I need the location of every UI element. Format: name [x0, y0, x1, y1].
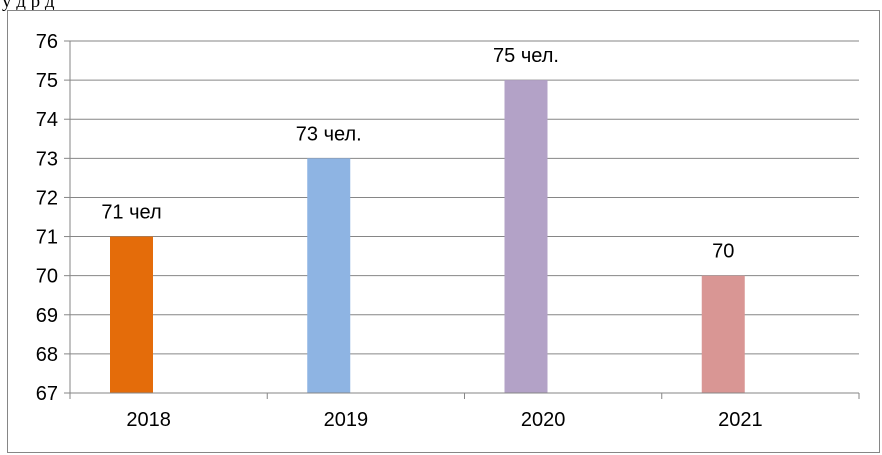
- bars: [110, 80, 745, 393]
- y-tick-label: 70: [36, 266, 58, 288]
- y-tick-label: 72: [36, 187, 58, 209]
- gridlines: [70, 40, 859, 355]
- page-top-text: у д р д: [2, 0, 55, 12]
- x-tick-label: 2019: [324, 409, 369, 431]
- bar-2019: [307, 158, 351, 393]
- y-tick-label: 69: [36, 305, 58, 327]
- x-tick-labels: 2018 2019 2020 2021: [126, 409, 762, 431]
- x-tick-label: 2021: [718, 409, 763, 431]
- data-label: 71 чел: [101, 202, 161, 224]
- data-label: 73 чел.: [296, 123, 362, 145]
- y-tick-labels: 67 68 69 70 71 72 73 74 75 76: [36, 31, 58, 405]
- y-tick-label: 68: [36, 344, 58, 366]
- bar-2018: [110, 236, 153, 393]
- y-tick-label: 67: [36, 383, 58, 405]
- data-label: 75 чел.: [493, 45, 559, 67]
- axes: [64, 40, 860, 399]
- y-tick-label: 73: [36, 148, 58, 170]
- data-label: 70: [712, 241, 734, 263]
- y-tick-label: 76: [36, 31, 58, 53]
- y-tick-label: 74: [36, 109, 58, 131]
- data-labels: 71 чел 73 чел. 75 чел. 70: [101, 45, 734, 263]
- y-tick-label: 71: [36, 227, 58, 249]
- y-tick-label: 75: [36, 70, 58, 92]
- x-tick-label: 2020: [521, 409, 566, 431]
- bar-2021: [701, 275, 745, 393]
- x-tick-label: 2018: [126, 409, 171, 431]
- bar-2020: [504, 80, 548, 393]
